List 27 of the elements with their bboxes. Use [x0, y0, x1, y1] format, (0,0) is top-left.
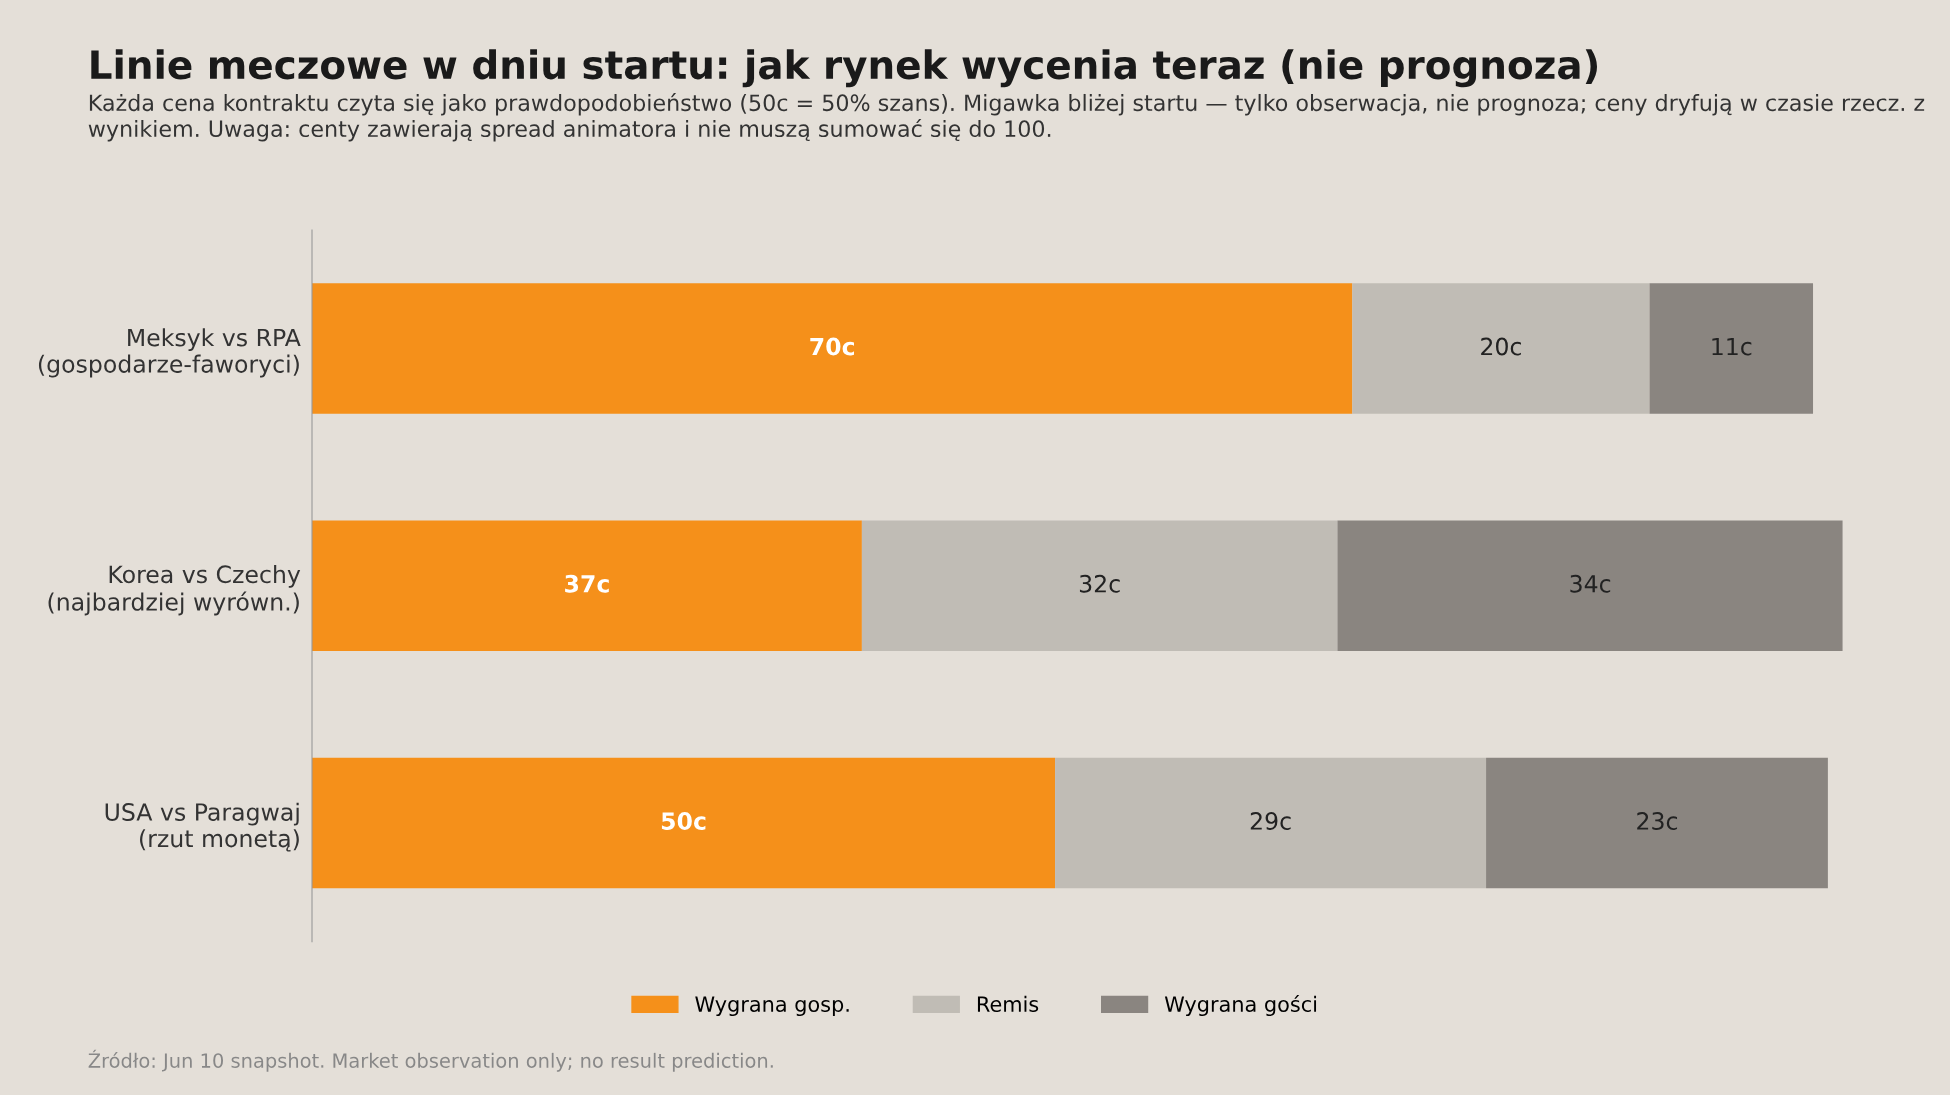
bar	[1649, 283, 1814, 414]
data-label: 70c	[810, 337, 855, 356]
data-label: 23c	[1637, 812, 1678, 830]
data-label: 34c	[1570, 574, 1611, 593]
data-label: 11c	[1712, 337, 1752, 356]
legend-label: Remis	[977, 995, 1039, 1012]
bar	[1352, 283, 1650, 414]
y-tick-label: Meksyk vs RPA (gospodarze-faworyci)	[38, 328, 301, 378]
bar	[1486, 757, 1828, 889]
data-label: 29c	[1250, 812, 1291, 830]
legend-label: Wygrana gosp.	[695, 996, 849, 1017]
bar	[312, 283, 1353, 414]
chart-subtitle: Każda cena kontraktu czyta się jako prawdopodobieństwo (50c = 50% szans). Migawka bliżej startu — tylko obserwacja, nie prognoza; ceny dryfują w czasie rzecz. z wynikiem. Uwaga: centy zawierają spread animatora i nie muszą sumować się do 100.	[88, 93, 1925, 142]
bar	[1055, 757, 1487, 889]
bar	[861, 520, 1338, 652]
legend-label: Wygrana gości	[1164, 995, 1317, 1017]
data-label: 37c	[565, 574, 609, 593]
data-label: 50c	[661, 812, 706, 830]
y-tick-label: Korea vs Czechy (najbardziej wyrówn.)	[48, 564, 301, 616]
data-label: 32c	[1079, 574, 1120, 593]
text: Źródło: Jun 10 snapshot. Market observation only; no result prediction.	[88, 1049, 773, 1072]
data-label: 20c	[1481, 337, 1521, 356]
bar	[312, 520, 862, 652]
bar	[312, 757, 1056, 889]
bar	[1337, 520, 1843, 652]
chart-title: Linie meczowe w dniu startu: jak rynek wycenia teraz (nie prognoza)	[91, 49, 1598, 88]
y-tick-label: USA vs Paragwaj (rzut monetą)	[105, 802, 299, 852]
